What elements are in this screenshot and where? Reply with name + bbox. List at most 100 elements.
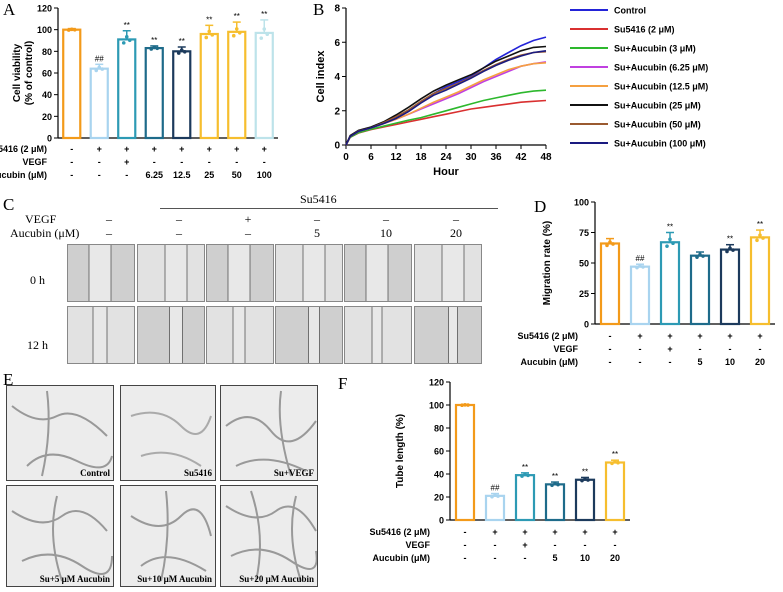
- scratch-gap: [302, 245, 326, 301]
- data-point: [695, 255, 699, 259]
- condition-value: 20: [755, 357, 765, 367]
- condition-label: VEGF: [405, 540, 430, 550]
- data-point: [463, 403, 467, 407]
- scratch-micrograph: [414, 244, 482, 302]
- data-point: [580, 478, 584, 483]
- condition-value: –: [453, 212, 459, 226]
- significance-label: ##: [95, 54, 104, 63]
- condition-value: -: [759, 344, 762, 354]
- tube-image-su-vegf: Su+VEGF: [220, 385, 318, 481]
- significance-label: **: [522, 463, 528, 472]
- condition-value: -: [524, 553, 527, 563]
- x-tick-label: 18: [415, 152, 427, 163]
- data-point: [262, 27, 267, 31]
- condition-value: 20: [610, 553, 620, 563]
- condition-value: -: [464, 527, 467, 537]
- legend-label: Su+Aucubin (12.5 μM): [614, 82, 708, 92]
- legend-label: Su+Aucubin (6.25 μM): [614, 63, 708, 73]
- y-tick-label: 75: [579, 228, 589, 238]
- condition-value: -: [614, 540, 617, 550]
- condition-value: -: [609, 331, 612, 341]
- y-tick-label: 8: [334, 4, 340, 15]
- scratch-micrograph: [344, 244, 412, 302]
- y-axis-label: Cell index: [315, 50, 327, 103]
- data-point: [526, 473, 530, 478]
- y-tick-label: 6: [334, 38, 340, 49]
- data-point: [613, 460, 617, 464]
- data-point: [121, 41, 126, 45]
- bar: [227, 30, 247, 140]
- significance-label: **: [757, 220, 763, 229]
- legend-label: Su+Aucubin (100 μM): [614, 139, 706, 149]
- condition-value: 5: [552, 553, 557, 563]
- panel-c-header: Su5416: [300, 192, 337, 206]
- data-point: [758, 233, 762, 237]
- significance-label: ##: [491, 484, 500, 493]
- bar: [599, 242, 621, 326]
- condition-value: 10: [725, 357, 735, 367]
- scratch-gap: [227, 245, 251, 301]
- condition-value: –: [176, 212, 182, 226]
- data-point: [124, 35, 129, 39]
- data-point: [731, 248, 735, 252]
- bar: [629, 265, 651, 326]
- bar: [604, 461, 626, 522]
- data-point: [520, 474, 524, 478]
- condition-value: -: [494, 553, 497, 563]
- series-line: [345, 50, 547, 146]
- y-tick-label: 0: [584, 320, 589, 330]
- condition-value: +: [522, 540, 527, 550]
- tube-image-control: Control: [6, 385, 114, 481]
- data-point: [179, 48, 184, 52]
- condition-value: -: [464, 553, 467, 563]
- condition-value: 6.25: [145, 170, 163, 180]
- condition-value: -: [639, 357, 642, 367]
- tube-label: Control: [80, 468, 110, 478]
- data-point: [265, 32, 270, 37]
- condition-label: Su5416 (2 μM): [517, 331, 578, 341]
- condition-value: -: [609, 344, 612, 354]
- data-point: [237, 31, 242, 35]
- condition-value: –: [106, 212, 112, 226]
- y-axis-label: Cell viability: [12, 43, 23, 102]
- data-point: [611, 242, 615, 246]
- bar: [659, 241, 681, 326]
- scratch-micrograph: [275, 244, 343, 302]
- data-point: [207, 29, 212, 34]
- panel-label-e: E: [3, 370, 14, 389]
- significance-label: **: [727, 235, 733, 244]
- bar: [544, 483, 566, 522]
- scratch-gap: [169, 307, 183, 363]
- bar: [454, 403, 476, 522]
- bar: [199, 32, 219, 140]
- condition-value: –: [314, 212, 320, 226]
- y-tick-label: 0: [334, 141, 340, 152]
- panel-label-a: A: [3, 0, 16, 19]
- scratch-micrograph: [275, 306, 343, 364]
- timepoint-0h: 0 h: [30, 273, 45, 287]
- y-tick-label: 40: [434, 470, 444, 480]
- data-point: [100, 67, 105, 71]
- data-point: [152, 45, 157, 50]
- row-label-vegf: VEGF: [25, 212, 57, 226]
- condition-value: +: [152, 144, 157, 154]
- data-point: [490, 494, 494, 499]
- significance-label: **: [179, 37, 185, 46]
- scratch-gap: [448, 307, 458, 363]
- y-tick-label: 0: [47, 134, 52, 144]
- bar: [484, 494, 506, 522]
- bar: [689, 254, 711, 326]
- y-axis-label: Migration rate (%): [542, 221, 553, 305]
- legend-label: Su5416 (2 μM): [614, 25, 675, 35]
- scratch-gap: [164, 245, 188, 301]
- scratch-micrograph: [414, 306, 482, 364]
- condition-value: 12.5: [173, 170, 191, 180]
- data-point: [176, 51, 181, 55]
- significance-label: **: [124, 21, 130, 30]
- condition-label: Aucubin (μM): [521, 357, 579, 367]
- chart-f-tube-length: 0 20 40 60 80 100 120 Tube length (%) ## ** ** ** **…: [369, 378, 630, 563]
- scratch-micrograph: [137, 244, 205, 302]
- data-point: [556, 482, 560, 487]
- y-tick-label: 40: [42, 90, 52, 100]
- data-point: [755, 238, 759, 243]
